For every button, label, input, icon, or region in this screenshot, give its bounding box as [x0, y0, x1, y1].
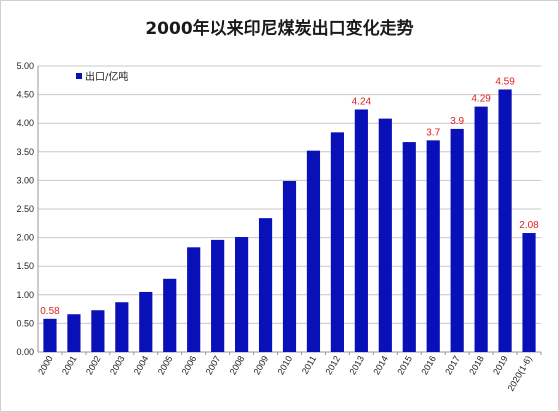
bar [43, 318, 57, 352]
data-label: 4.29 [471, 94, 491, 105]
x-tick-label: 2007 [204, 354, 223, 376]
x-tick-label: 2006 [180, 354, 199, 376]
y-tick-label: 4.00 [16, 118, 34, 128]
x-tick-label: 2020(1-6) [506, 354, 534, 393]
x-tick-label: 2003 [108, 354, 127, 376]
data-label: 0.58 [40, 306, 60, 317]
x-tick-label: 2017 [443, 354, 462, 376]
data-label: 2.08 [519, 220, 539, 231]
x-tick-label: 2010 [276, 354, 295, 376]
y-tick-label: 1.50 [16, 261, 34, 271]
x-tick-label: 2012 [323, 354, 342, 376]
data-label: 3.9 [450, 116, 464, 127]
x-tick-label: 2004 [132, 354, 151, 376]
y-tick-label: 2.00 [16, 233, 34, 243]
chart-title: 2000年以来印尼煤炭出口变化走势 [145, 19, 414, 39]
legend-label: 出口/亿吨 [85, 70, 128, 83]
bar [67, 314, 81, 352]
y-tick-labels: 0.00 0.50 1.00 1.50 2.00 2.50 3.00 3.50 4.00 4.50… [16, 61, 34, 357]
bar [115, 302, 129, 352]
y-tick-label: 3.00 [16, 175, 34, 185]
bar [282, 180, 297, 352]
bar [211, 239, 225, 352]
x-tick-label: 2019 [491, 354, 510, 376]
x-tick-label: 2002 [84, 354, 103, 376]
y-tick-label: 0.00 [16, 347, 34, 357]
y-tick-label: 5.00 [16, 61, 34, 71]
x-tick-label: 2001 [60, 354, 79, 376]
bar [139, 291, 153, 352]
bar [163, 278, 177, 352]
data-label: 4.24 [352, 96, 372, 107]
bar [474, 106, 488, 352]
bar [402, 142, 416, 352]
bar [498, 89, 512, 353]
y-tick-label: 3.50 [16, 147, 34, 157]
bar [354, 109, 368, 352]
bar [187, 247, 201, 352]
x-tick-label: 2013 [347, 354, 366, 376]
y-tick-label: 4.50 [16, 90, 34, 100]
legend: 出口/亿吨 [76, 70, 128, 83]
x-tick-label: 2011 [300, 354, 318, 376]
x-tick-label: 2009 [252, 354, 271, 376]
bar [426, 140, 440, 352]
bar [522, 233, 536, 352]
bar [235, 237, 249, 352]
y-tick-label: 1.00 [16, 290, 34, 300]
x-tick-label: 2005 [156, 354, 175, 376]
bars [43, 89, 536, 353]
bar [450, 128, 464, 352]
y-tick-label: 0.50 [16, 318, 34, 328]
legend-swatch [76, 73, 82, 79]
x-tick-labels: 2000 2001 2002 2003 2004 2005 2006 2007 2008 2009… [36, 354, 534, 393]
bar [330, 132, 344, 352]
bar [91, 310, 105, 352]
bar [306, 150, 321, 352]
bar [258, 218, 273, 352]
data-label: 4.59 [495, 76, 515, 87]
bar [378, 118, 392, 353]
x-tick-label: 2015 [395, 354, 414, 376]
y-tick-label: 2.50 [16, 204, 34, 214]
x-tick-label: 2000 [36, 354, 55, 376]
x-tick-label: 2014 [371, 354, 390, 376]
data-label: 3.7 [426, 127, 440, 138]
data-labels: 0.58 4.24 3.7 3.9 4.29 4.59 2.08 [40, 76, 539, 316]
x-tick-label: 2018 [467, 354, 486, 376]
x-tick-label: 2016 [419, 354, 438, 376]
x-tick-label: 2008 [228, 354, 247, 376]
